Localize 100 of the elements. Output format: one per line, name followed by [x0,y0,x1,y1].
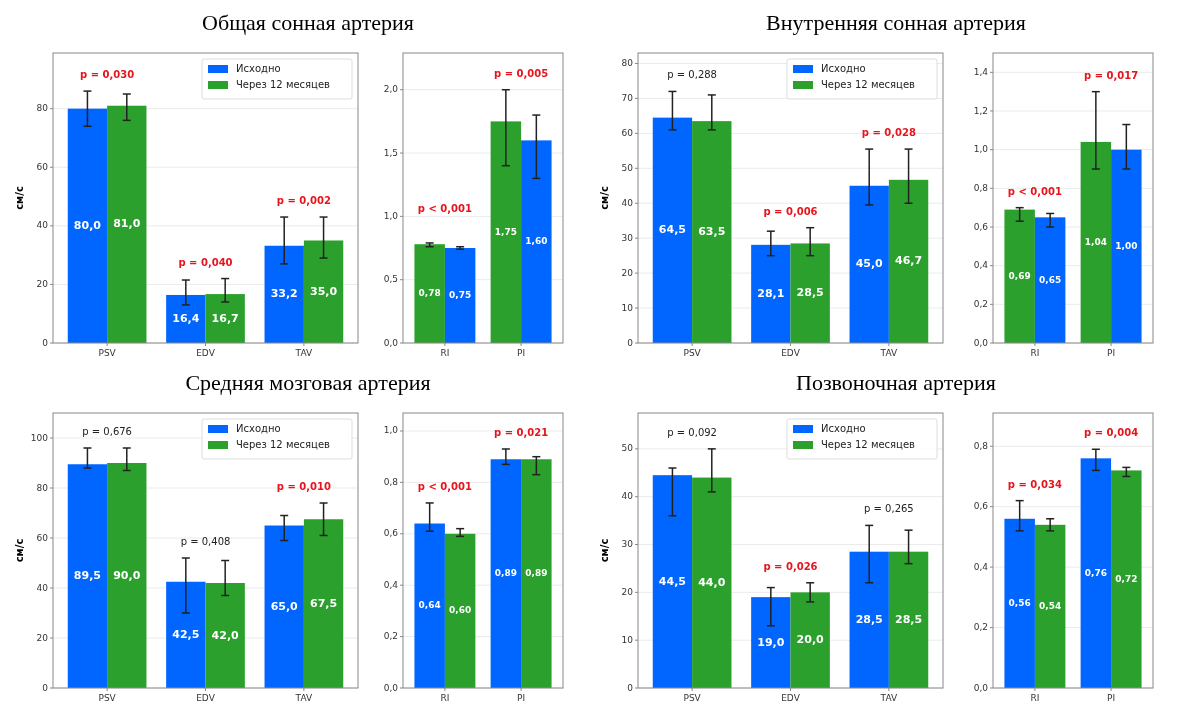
annotation: p = 0,408 [180,536,231,547]
y-tick-label: 0,8 [973,440,989,451]
annotation: p = 0,265 [864,503,914,515]
data-label: 1,04 [1084,236,1107,247]
annotation: p = 0,002 [276,195,331,207]
y-tick-label: 60 [621,127,634,138]
y-tick-label: 1,4 [973,66,989,77]
bar [264,245,304,343]
annotation: p = 0,028 [861,127,916,139]
bar [414,523,445,688]
x-tick-label: PI [1107,348,1116,358]
y-tick-label: 70 [621,92,634,103]
data-label: 65,0 [270,599,299,613]
y-tick-label: 80 [621,57,634,68]
bar [303,519,344,688]
x-tick-label: TAV [294,693,313,703]
data-label: 0,64 [418,600,441,611]
data-label: 16,4 [172,311,200,325]
y-tick-label: 10 [621,634,634,645]
x-tick-label: PSV [683,348,702,358]
annotation: p = 0,021 [494,426,549,438]
y-tick-label: 1,0 [383,425,399,436]
data-label: 28,5 [855,612,883,626]
data-label: 89,5 [73,569,102,583]
data-label: 0,89 [525,568,548,579]
x-tick-label: EDV [196,693,216,703]
bar [751,244,791,343]
data-label: 80,0 [73,218,102,232]
bar [751,597,791,688]
annotation: p < 0,001 [417,202,473,214]
x-tick-label: EDV [196,348,216,358]
data-label: 81,0 [113,217,141,231]
y-tick-label: 40 [36,220,49,231]
y-axis-title: см/с [14,186,25,210]
y-tick-label: 100 [30,432,49,443]
bar [1080,141,1112,343]
data-label: 0,76 [1084,567,1107,578]
y-tick-label: 0,4 [973,561,989,572]
chart-title: Средняя мозговая артерия [185,370,431,395]
y-tick-label: 0,0 [383,682,399,693]
y-tick-label: 0,2 [973,622,988,633]
data-label: 0,69 [1008,270,1031,281]
x-tick-label: TAV [879,348,898,358]
y-tick-label: 0,8 [973,182,989,193]
chart-title: Позвоночная артерия [796,370,996,395]
bar [888,551,929,688]
bar [1034,524,1066,688]
x-tick-label: PSV [98,348,117,358]
legend-label: Исходно [821,423,866,434]
data-label: 90,0 [113,568,141,582]
bar [205,583,245,688]
bar [166,294,206,343]
legend-label: Исходно [236,423,281,434]
y-tick-label: 0,2 [383,631,398,642]
y-tick-label: 0 [627,682,634,693]
bar [652,117,693,343]
annotation: p < 0,001 [417,480,473,492]
annotation: p < 0,001 [1007,185,1063,197]
bar [67,464,108,688]
annotation: p = 0,040 [178,256,233,268]
y-tick-label: 0 [627,337,634,348]
bar [652,475,693,688]
bar [1111,470,1142,688]
bar [490,121,522,343]
y-tick-label: 0,4 [383,579,399,590]
annotation: p = 0,026 [763,560,818,572]
y-tick-label: 40 [621,197,634,208]
data-label: 0,78 [418,288,441,299]
bar [692,121,732,343]
x-tick-label: TAV [294,348,313,358]
y-tick-label: 1,0 [383,210,399,221]
y-tick-label: 2,0 [383,84,399,95]
y-tick-label: 50 [621,162,634,173]
data-label: 46,7 [894,254,923,268]
data-label: 28,5 [796,286,824,300]
bar [1111,149,1142,343]
y-tick-label: 0,6 [973,501,989,512]
data-label: 28,1 [757,286,785,300]
x-tick-label: RI [1030,693,1040,703]
data-label: 45,0 [855,257,884,271]
x-tick-label: PI [1107,693,1116,703]
y-tick-label: 60 [36,532,49,543]
data-label: 44,0 [698,575,726,589]
bar [205,294,245,343]
bar [444,248,476,343]
annotation: p = 0,034 [1007,478,1063,490]
data-label: 0,60 [449,605,472,616]
legend-label: Исходно [821,63,866,74]
bar [107,463,147,688]
data-label: 1,00 [1115,240,1138,251]
y-tick-label: 0 [42,682,49,693]
bar [414,244,445,343]
y-tick-label: 0 [42,337,49,348]
bar [692,477,732,688]
annotation: p = 0,005 [494,67,549,79]
legend-label: Через 12 месяцев [821,439,916,450]
bar [166,581,206,688]
chart-title: Внутренняя сонная артерия [766,10,1026,35]
data-label: 35,0 [309,284,338,298]
y-tick-label: 1,5 [383,147,398,158]
